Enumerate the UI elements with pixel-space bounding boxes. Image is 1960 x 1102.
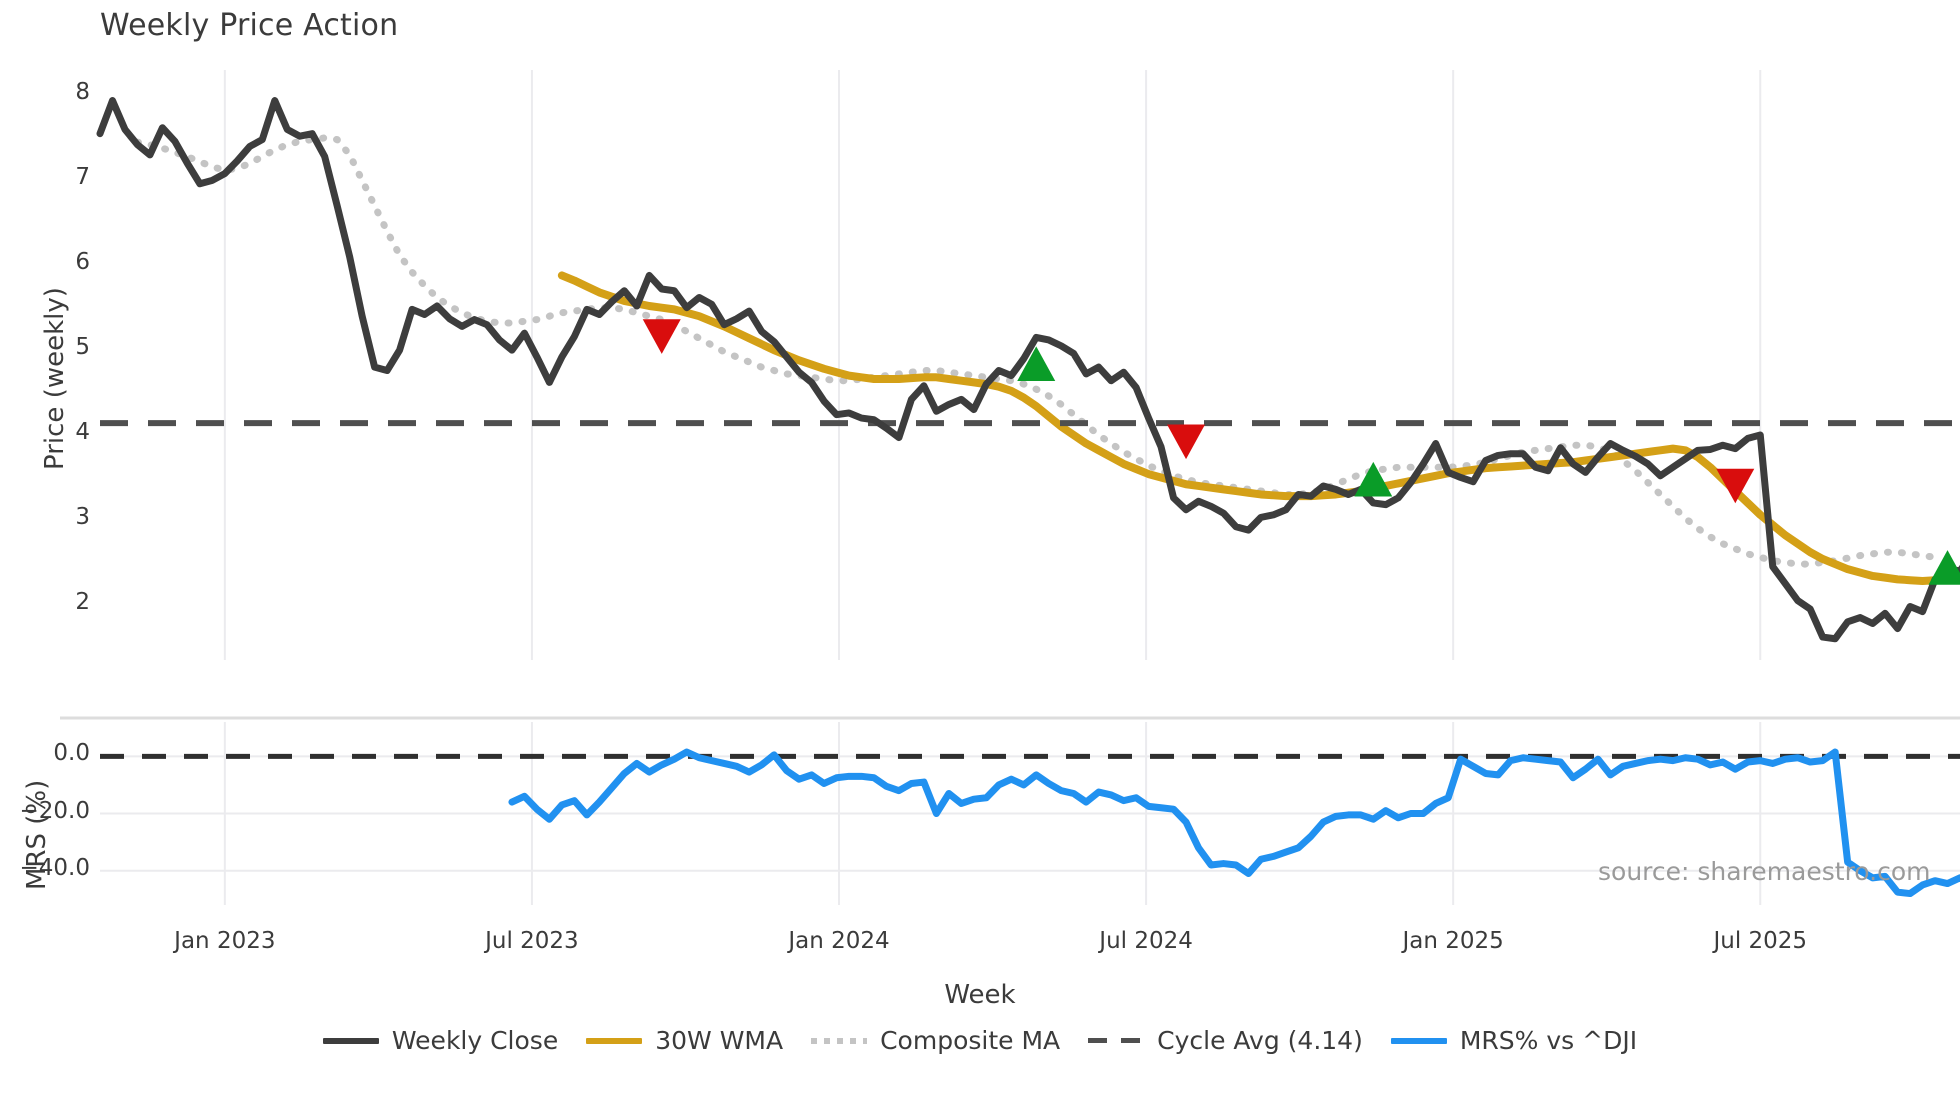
sell-marker-4 bbox=[1716, 468, 1755, 504]
price-ytick-5: 5 bbox=[75, 334, 90, 361]
page-title: Weekly Price Action bbox=[100, 8, 399, 43]
mrs-ytick-minus20.0: −20.0 bbox=[19, 797, 90, 824]
legend-swatch-solid-icon bbox=[322, 1030, 379, 1052]
legend-swatch-solid-icon bbox=[586, 1030, 643, 1052]
buy-marker-3 bbox=[1354, 461, 1393, 497]
price-ytick-7: 7 bbox=[75, 164, 90, 191]
series-mrs-percent bbox=[508, 748, 1960, 898]
legend-label: Composite MA bbox=[880, 1026, 1061, 1055]
buy-marker-1 bbox=[1017, 346, 1056, 382]
legend-line-sample bbox=[586, 1037, 643, 1044]
series-30w-wma bbox=[557, 271, 1960, 586]
xtick-Jul-2023: Jul 2023 bbox=[485, 928, 579, 954]
price-ytick-3: 3 bbox=[75, 503, 90, 530]
mrs-ytick-0.0: 0.0 bbox=[53, 740, 90, 767]
xtick-Jan-2023: Jan 2023 bbox=[174, 928, 276, 954]
xtick-Jan-2024: Jan 2024 bbox=[788, 928, 890, 954]
mrs-ytick-minus40.0: −40.0 bbox=[19, 854, 90, 881]
legend-label: MRS% vs ^DJI bbox=[1459, 1026, 1638, 1055]
x-axis-label: Week bbox=[944, 980, 1016, 1010]
legend-line-sample bbox=[322, 1037, 379, 1044]
legend-item-cycle-avg-4-14[interactable]: Cycle Avg (4.14) bbox=[1088, 1026, 1363, 1055]
series-composite-ma bbox=[133, 134, 1939, 568]
legend-line-sample bbox=[1390, 1037, 1447, 1044]
legend-swatch-solid-icon bbox=[1390, 1030, 1447, 1052]
xtick-Jan-2025: Jan 2025 bbox=[1402, 928, 1504, 954]
sell-marker-2 bbox=[1167, 424, 1206, 460]
legend-label: 30W WMA bbox=[655, 1026, 784, 1055]
legend-label: Weekly Close bbox=[391, 1026, 559, 1055]
legend-item-composite-ma[interactable]: Composite MA bbox=[811, 1026, 1060, 1055]
xtick-Jul-2024: Jul 2024 bbox=[1099, 928, 1193, 954]
price-ytick-8: 8 bbox=[75, 79, 90, 106]
legend-item-weekly-close[interactable]: Weekly Close bbox=[322, 1026, 559, 1055]
legend-item-30w-wma[interactable]: 30W WMA bbox=[586, 1026, 783, 1055]
price-ytick-2: 2 bbox=[75, 588, 90, 615]
series-weekly-close bbox=[96, 97, 1960, 643]
legend-item-mrs-vs-dji[interactable]: MRS% vs ^DJI bbox=[1390, 1026, 1638, 1055]
legend-swatch-dashed-icon bbox=[1088, 1030, 1145, 1052]
legend-line-sample bbox=[1088, 1037, 1145, 1043]
legend-line-sample bbox=[811, 1037, 868, 1044]
xtick-Jul-2025: Jul 2025 bbox=[1713, 928, 1808, 954]
legend-swatch-dotted-icon bbox=[811, 1030, 868, 1052]
sell-marker-0 bbox=[642, 319, 681, 354]
source-watermark: source: sharemaestro.com bbox=[1598, 857, 1931, 886]
chart-legend: Weekly Close 30W WMA Composite MA Cycle Avg… bbox=[0, 1026, 1960, 1055]
legend-label: Cycle Avg (4.14) bbox=[1157, 1026, 1363, 1055]
price-ytick-4: 4 bbox=[75, 419, 90, 446]
buy-marker-5 bbox=[1928, 550, 1960, 585]
price-ytick-6: 6 bbox=[75, 249, 90, 276]
